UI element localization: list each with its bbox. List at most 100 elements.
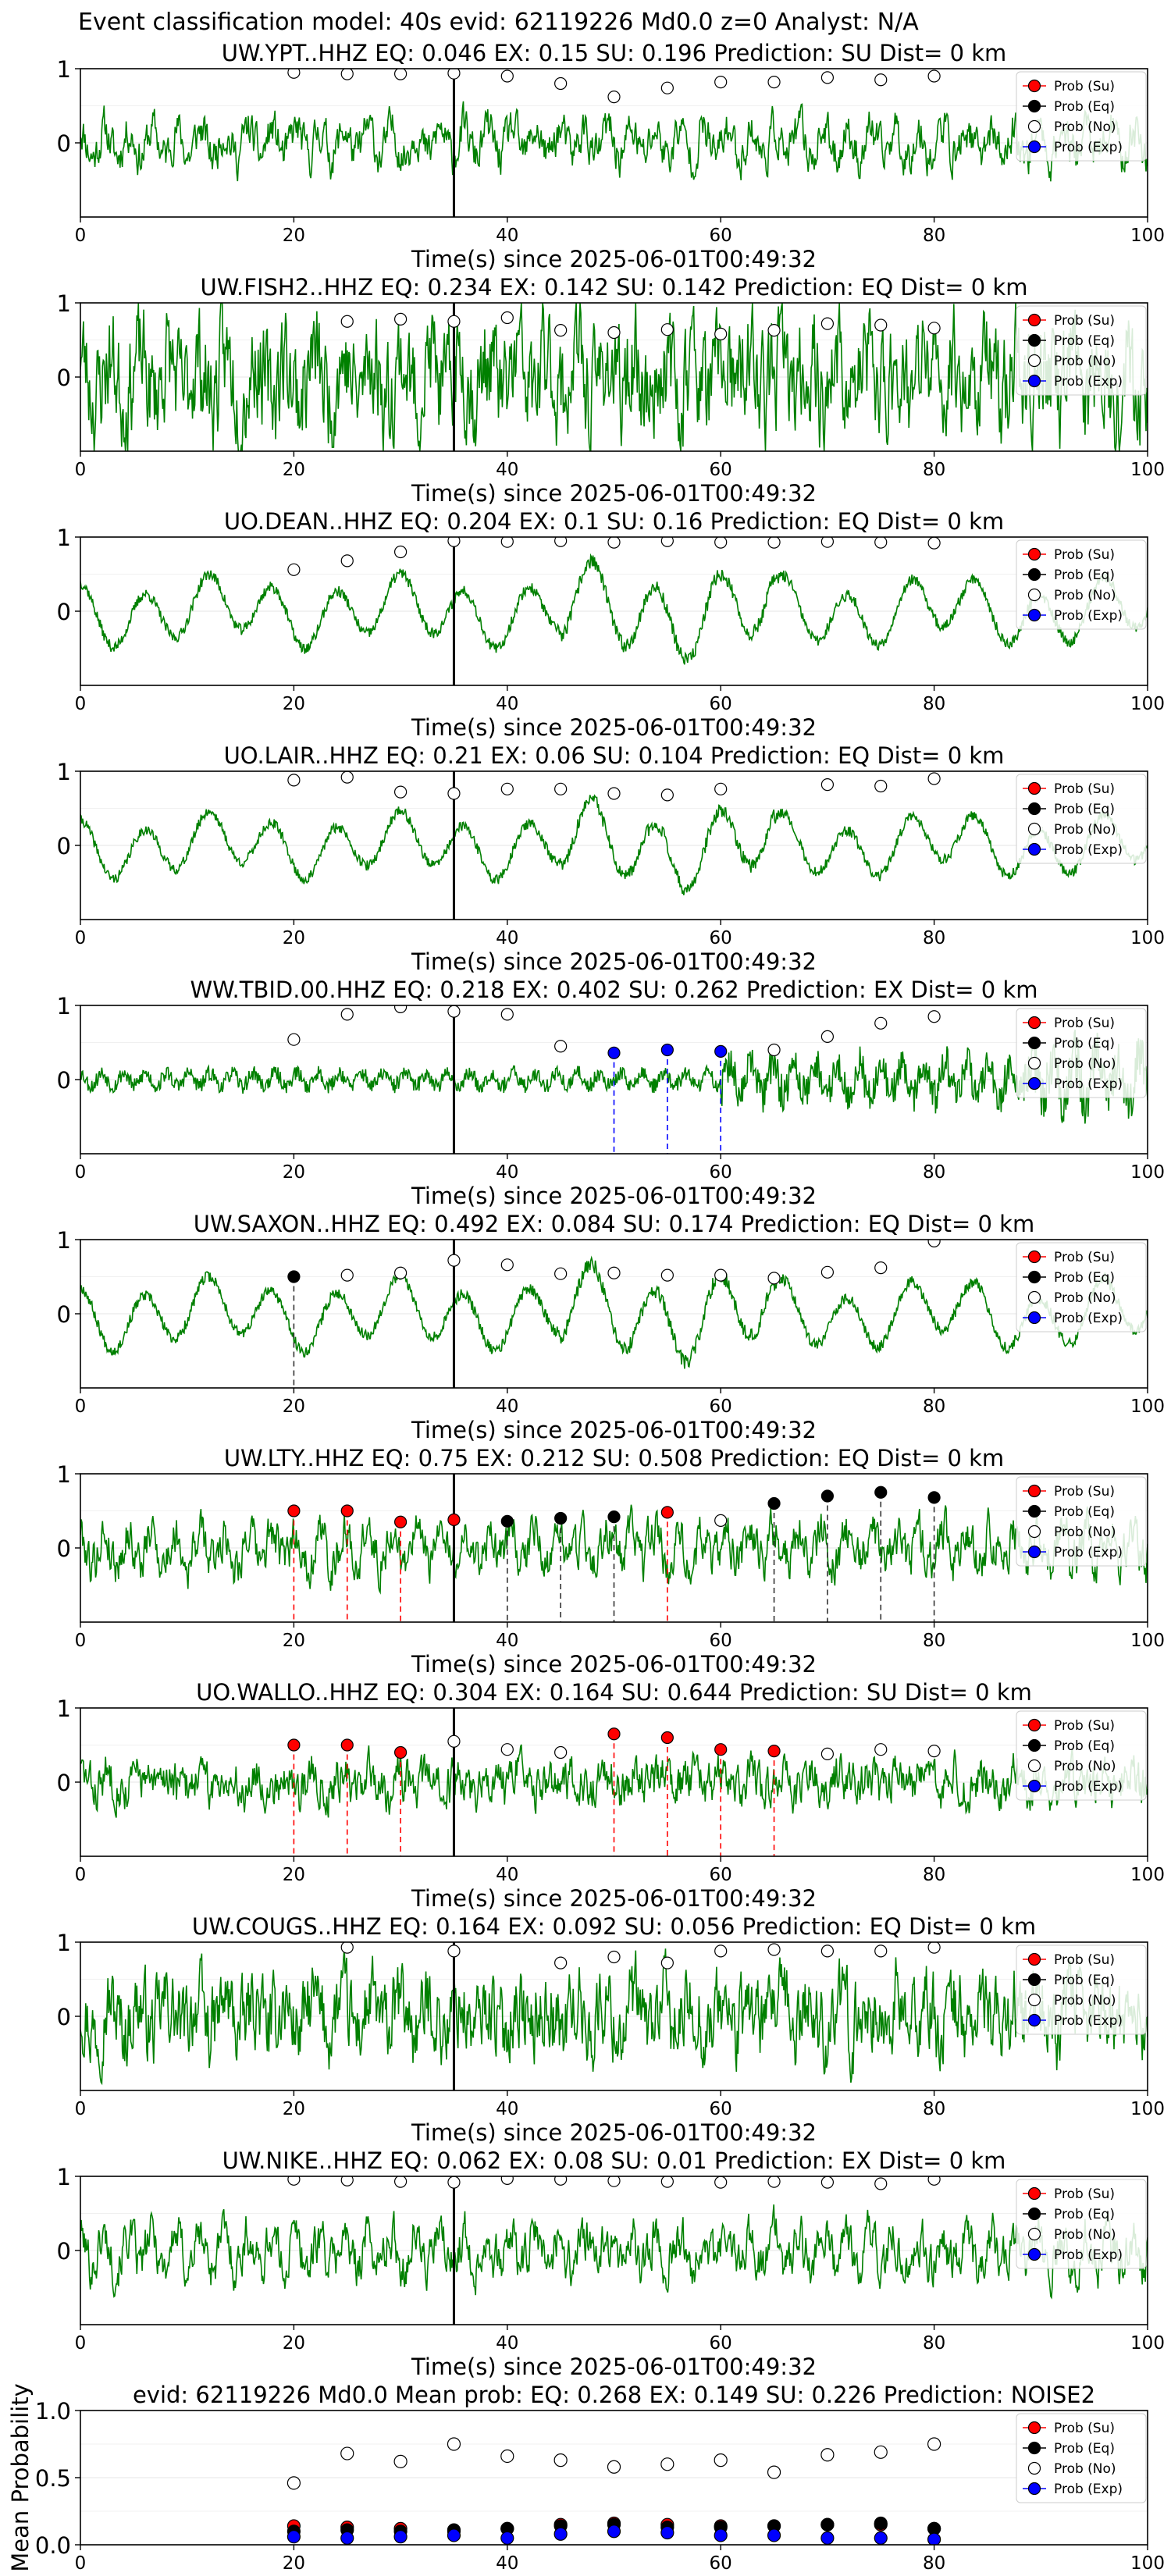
- mean-point-no: [447, 2437, 461, 2451]
- legend-label: Prob (Exp): [1054, 1779, 1123, 1795]
- y-tick-label: 0: [57, 365, 71, 391]
- mean-point-eq: [820, 2517, 835, 2532]
- panel-title: UW.SAXON..HHZ EQ: 0.492 EX: 0.084 SU: 0.…: [194, 1211, 1034, 1237]
- prob-point-exp: [660, 1043, 674, 1057]
- mean-point-exp: [447, 2528, 461, 2542]
- x-tick-label: 60: [710, 1162, 732, 1183]
- x-tick-label: 80: [923, 928, 945, 948]
- prob-point-no: [607, 2176, 621, 2187]
- mean-point-exp: [714, 2528, 728, 2542]
- prob-point-no: [874, 1016, 888, 1030]
- prob-point-no: [447, 1944, 461, 1958]
- prob-point-no: [874, 1944, 888, 1958]
- x-axis-label: Time(s) since 2025-06-01T00:49:32: [411, 1417, 817, 1443]
- legend-label: Prob (Exp): [1054, 842, 1123, 858]
- station-panel-6: UW.LTY..HHZ EQ: 0.75 EX: 0.212 SU: 0.508…: [57, 1445, 1165, 1678]
- mean-point-no: [607, 2460, 621, 2474]
- legend-box: [1016, 71, 1147, 162]
- legend-label: Prob (No): [1054, 1993, 1116, 2008]
- prob-point-no: [500, 537, 514, 548]
- x-tick-label: 80: [923, 1397, 945, 1417]
- legend: Prob (Su) Prob (Eq) Prob (No) Prob (Exp): [1016, 2413, 1147, 2503]
- prob-point-no: [767, 2176, 781, 2188]
- prob-point-no: [820, 1944, 835, 1958]
- y-tick-label: 1: [57, 1930, 71, 1956]
- legend-marker-no: [1027, 354, 1041, 368]
- panel-title: WW.TBID.00.HHZ EQ: 0.218 EX: 0.402 SU: 0…: [190, 977, 1038, 1003]
- x-tick-label: 100: [1130, 928, 1165, 948]
- prob-point-no: [287, 69, 301, 79]
- x-tick-label: 20: [283, 1865, 305, 1885]
- prob-point-no: [820, 317, 835, 330]
- legend-label: Prob (Su): [1054, 79, 1115, 94]
- legend-label: Prob (Eq): [1054, 1270, 1115, 1286]
- mean-point-no: [660, 2457, 674, 2471]
- x-tick-label: 20: [283, 226, 305, 246]
- prob-point-no: [340, 1942, 354, 1954]
- legend-label: Prob (No): [1054, 1525, 1116, 1540]
- prob-point-eq: [287, 1270, 301, 1283]
- y-tick-label: 1: [57, 290, 71, 317]
- legend-label: Prob (No): [1054, 2461, 1116, 2477]
- y-tick-label: 0: [57, 2238, 71, 2265]
- legend-box: [1016, 774, 1147, 864]
- legend-marker-no: [1027, 588, 1041, 602]
- legend-marker-su: [1027, 1484, 1041, 1498]
- prob-point-su: [660, 1506, 674, 1519]
- panel-title: evid: 62119226 Md0.0 Mean prob: EQ: 0.26…: [133, 2382, 1095, 2408]
- x-tick-label: 100: [1130, 1397, 1165, 1417]
- mean-point-exp: [500, 2531, 514, 2545]
- panel-title: UO.DEAN..HHZ EQ: 0.204 EX: 0.1 SU: 0.16 …: [224, 508, 1004, 535]
- x-tick-label: 20: [283, 694, 305, 714]
- station-panel-3: UO.LAIR..HHZ EQ: 0.21 EX: 0.06 SU: 0.104…: [57, 742, 1165, 975]
- legend-label: Prob (Eq): [1054, 802, 1115, 817]
- mean-point-exp: [287, 2530, 301, 2544]
- legend-label: Prob (Exp): [1054, 1076, 1123, 1092]
- prob-point-no: [500, 1743, 514, 1756]
- prob-point-no: [714, 2176, 728, 2189]
- mean-point-no: [287, 2476, 301, 2490]
- y-tick-label: 1: [57, 2164, 71, 2190]
- legend-marker-exp: [1027, 140, 1041, 154]
- mean-point-no: [714, 2453, 728, 2467]
- prob-point-no: [820, 1265, 835, 1279]
- prob-point-no: [340, 554, 354, 568]
- prob-point-no: [820, 537, 834, 548]
- y-tick-label: 0: [57, 2004, 71, 2030]
- prob-point-su: [607, 1727, 621, 1741]
- plot-area: [80, 1708, 1148, 1856]
- plot-area: [80, 1474, 1148, 1622]
- legend: Prob (Su) Prob (Eq) Prob (No) Prob (Exp): [1016, 71, 1147, 162]
- prob-point-no: [287, 774, 301, 787]
- legend: Prob (Su) Prob (Eq) Prob (No) Prob (Exp): [1016, 774, 1147, 864]
- station-panel-1: UW.FISH2..HHZ EQ: 0.234 EX: 0.142 SU: 0.…: [57, 274, 1165, 507]
- prob-point-no: [340, 1268, 354, 1282]
- x-tick-label: 0: [75, 928, 87, 948]
- legend-label: Prob (Su): [1054, 313, 1115, 329]
- prob-point-su: [714, 1743, 728, 1756]
- legend-label: Prob (Su): [1054, 1484, 1115, 1500]
- y-axis-label: Mean Probability: [7, 2383, 34, 2572]
- prob-point-no: [393, 312, 408, 326]
- legend-label: Prob (Exp): [1054, 2013, 1123, 2029]
- legend-box: [1016, 2179, 1147, 2269]
- x-tick-label: 0: [75, 1865, 87, 1885]
- prob-point-no: [820, 2176, 834, 2189]
- prob-point-no: [767, 1043, 781, 1057]
- legend-marker-su: [1027, 2421, 1041, 2435]
- prob-point-no: [554, 782, 568, 795]
- legend-marker-exp: [1027, 1545, 1041, 1559]
- x-tick-label: 0: [75, 694, 87, 714]
- prob-point-no: [554, 1040, 568, 1053]
- plot-area: [80, 1005, 1148, 1154]
- legend-marker-su: [1027, 1718, 1041, 1732]
- prob-point-exp: [607, 1046, 621, 1059]
- y-tick-label: 0: [57, 1301, 71, 1328]
- x-tick-label: 0: [75, 2553, 87, 2574]
- x-tick-label: 80: [923, 460, 945, 480]
- legend-label: Prob (No): [1054, 588, 1116, 603]
- prob-point-no: [927, 772, 941, 785]
- prob-point-su: [287, 1504, 301, 1517]
- prob-point-no: [287, 1033, 301, 1046]
- legend-label: Prob (Exp): [1054, 1311, 1123, 1326]
